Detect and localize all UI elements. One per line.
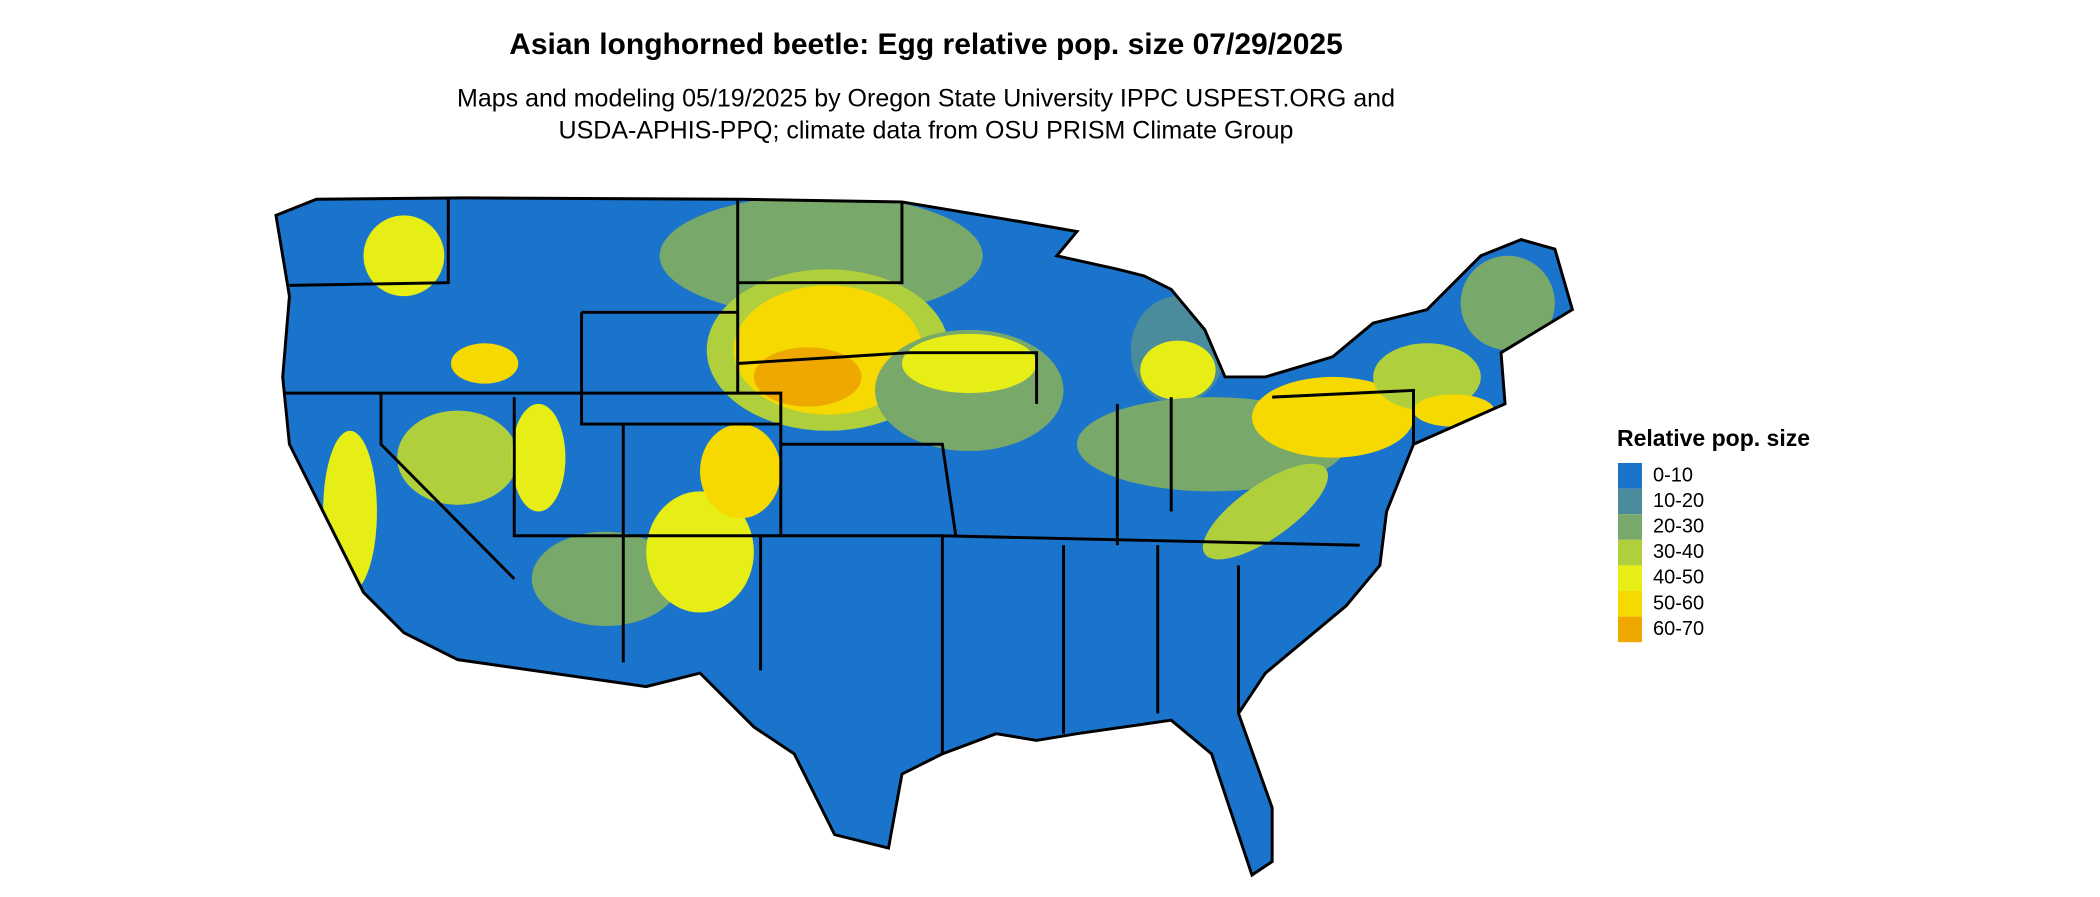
heat-areas: [323, 197, 1555, 626]
legend-swatch: [1618, 488, 1642, 515]
legend-label: 60-70: [1653, 618, 1704, 640]
legend-swatch: [1618, 616, 1642, 643]
subtitle: USDA-APHIS-PPQ; climate data from OSU PR…: [559, 117, 1294, 145]
legend-label: 20-30: [1653, 515, 1704, 537]
legend-swatch: [1618, 514, 1642, 540]
legend-swatch: [1618, 591, 1642, 617]
legend-label: 40-50: [1653, 567, 1704, 589]
legend-swatch: [1618, 539, 1642, 566]
map: [274, 196, 1574, 877]
title: Asian longhorned beetle: Egg relative po…: [509, 28, 1343, 61]
state-borders: [274, 196, 1574, 877]
subtitle: Maps and modeling 05/19/2025 by Oregon S…: [457, 85, 1395, 113]
legend-swatch: [1618, 565, 1642, 591]
legend-swatch: [1618, 463, 1642, 489]
legend-label: 50-60: [1653, 592, 1704, 614]
legend: Relative pop. size 0-10 10-20 20-30 30-40 40…: [1617, 425, 1810, 643]
legend-title: Relative pop. size: [1617, 425, 1810, 451]
legend-label: 0-10: [1653, 464, 1693, 486]
legend-label: 10-20: [1653, 490, 1704, 512]
legend-label: 30-40: [1653, 541, 1704, 563]
